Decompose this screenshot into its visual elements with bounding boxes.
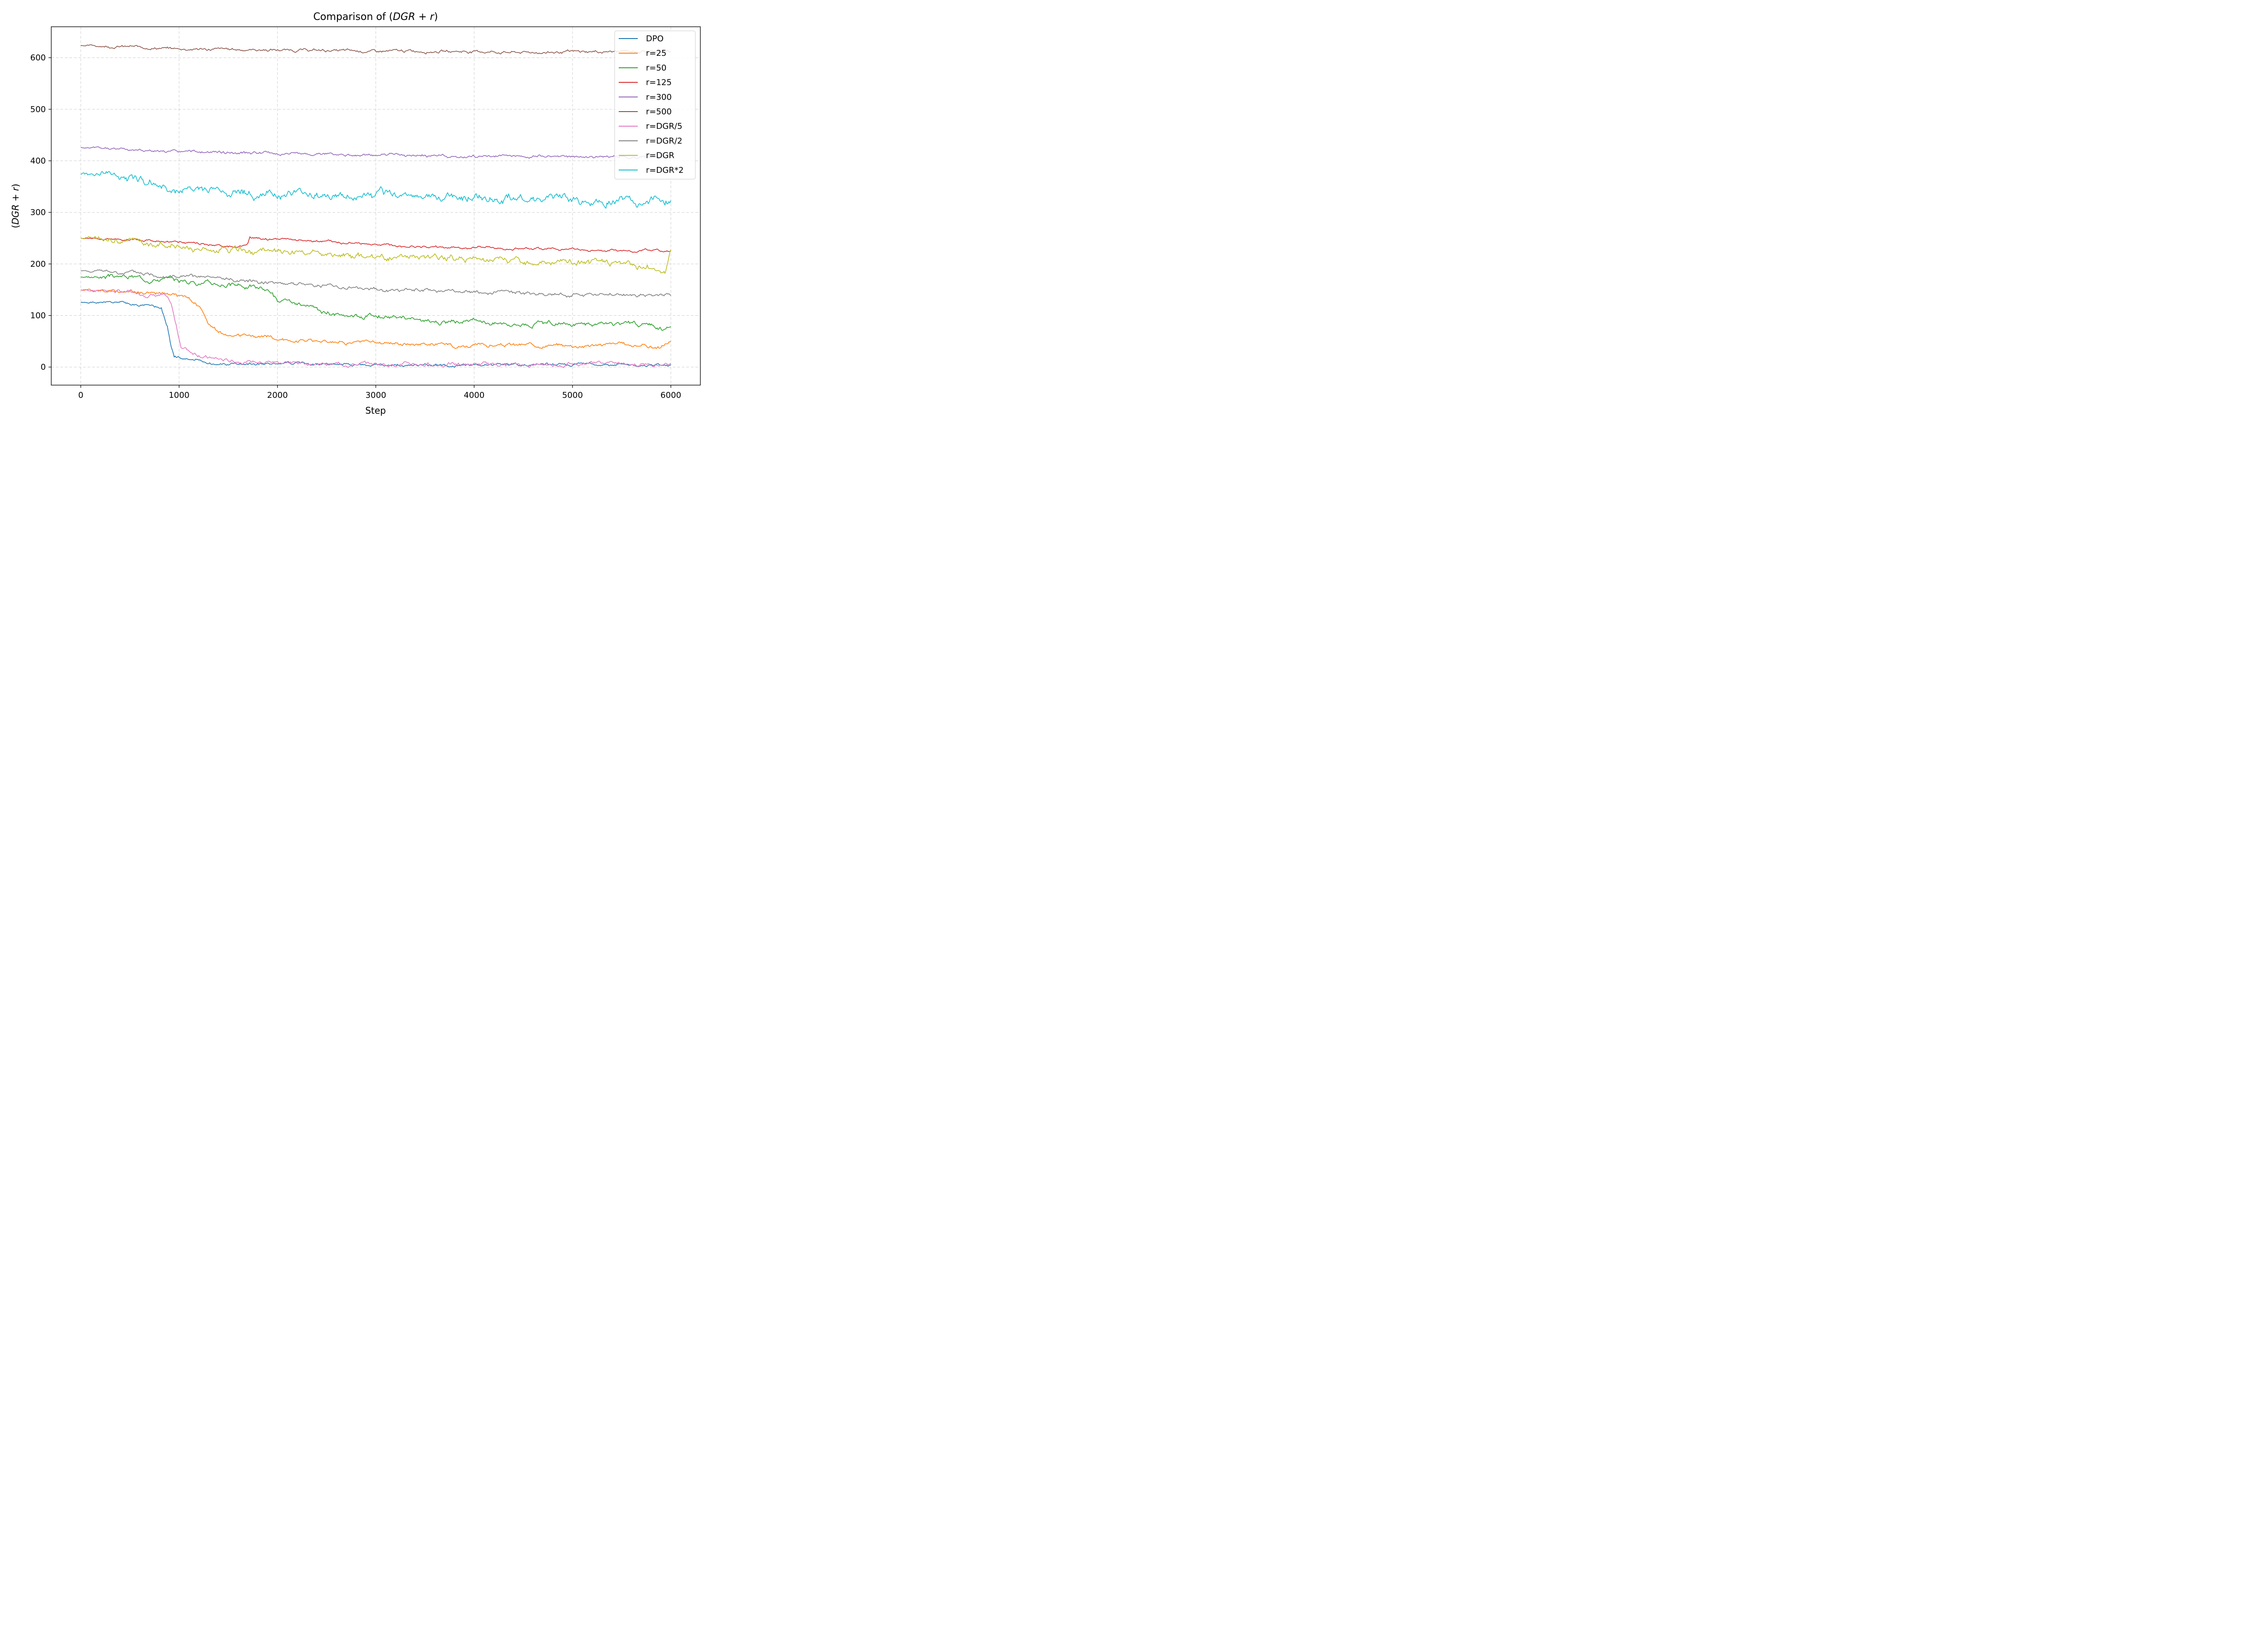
x-tick-label: 2000 (267, 391, 288, 400)
series-line (80, 236, 671, 253)
series-line (80, 301, 671, 368)
y-tick-label: 600 (30, 53, 46, 63)
x-tick-label: 3000 (366, 391, 386, 400)
series-line (80, 236, 671, 274)
legend-label: r=300 (646, 93, 672, 102)
x-tick-label: 6000 (660, 391, 681, 400)
chart-background (0, 0, 711, 427)
legend-label: r=DGR/2 (646, 136, 682, 146)
x-tick-label: 5000 (562, 391, 583, 400)
series-lines (80, 44, 671, 368)
legend-label: r=DGR*2 (646, 166, 684, 175)
legend-label: DPO (646, 34, 664, 44)
series-line (80, 269, 671, 298)
x-tick-label: 4000 (464, 391, 484, 400)
series-line (80, 146, 671, 160)
y-axis-label: (DGR + r) (10, 184, 21, 228)
series-line (80, 274, 671, 331)
y-tick-label: 400 (30, 156, 46, 166)
y-tick-label: 0 (41, 362, 46, 372)
line-chart: Comparison of (DGR + r) 0 1000 2000 3000 400… (0, 0, 711, 427)
legend-label: r=DGR (646, 151, 675, 161)
series-line (80, 44, 671, 54)
y-tick-label: 500 (30, 105, 46, 114)
x-axis-label: Step (365, 405, 386, 416)
x-tick-label: 0 (78, 391, 83, 400)
legend-label: r=125 (646, 78, 672, 88)
grid (51, 27, 700, 385)
series-line (80, 289, 671, 368)
x-tick-label: 1000 (169, 391, 190, 400)
legend: DPO r=25 r=50 r=125 r=300 r=500 r=DGR/5 r=DGR/2… (614, 30, 696, 180)
axis-ticks: 0 1000 2000 3000 4000 5000 6000 0 100 200 300 400 50… (30, 53, 681, 400)
y-tick-label: 200 (30, 259, 46, 269)
chart-title: Comparison of (DGR + r) (313, 11, 438, 23)
series-line (80, 171, 671, 209)
y-tick-label: 300 (30, 208, 46, 217)
series-line (80, 288, 671, 349)
legend-label: r=50 (646, 63, 666, 73)
y-tick-label: 100 (30, 311, 46, 321)
legend-label: r=25 (646, 49, 666, 58)
legend-label: r=DGR/5 (646, 122, 682, 131)
legend-label: r=500 (646, 107, 672, 117)
